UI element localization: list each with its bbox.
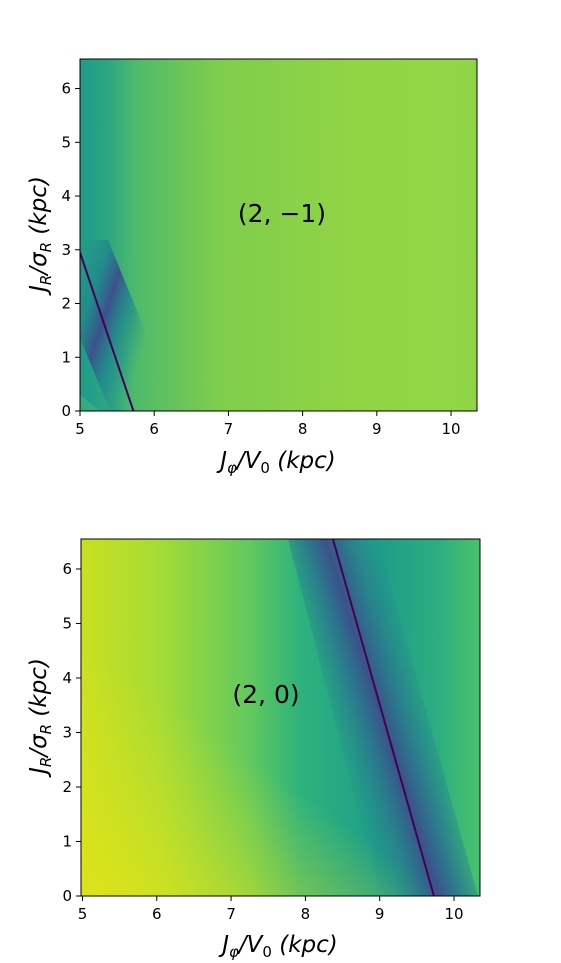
panel-1-x-ticks: 5 6 7 8 9 10 [75, 411, 461, 438]
x-tick-label: 7 [226, 905, 236, 923]
y-tick-label: 3 [62, 723, 72, 741]
x-tick-label: 10 [444, 905, 463, 923]
panel-1-resonance-line [80, 252, 135, 411]
x-tick-label: 10 [441, 420, 460, 438]
panel-2-y-axis-label: JR/σR (kpc) [26, 658, 55, 778]
x-tick-label: 7 [224, 420, 234, 438]
panel-1-heatmap [80, 59, 477, 411]
panel-1-y-ticks: 0 1 2 3 4 5 6 [61, 80, 80, 420]
y-tick-label: 2 [61, 295, 71, 313]
panel-2-heatmap [81, 539, 480, 896]
panel-1-resonance-band [80, 240, 178, 411]
y-tick-label: 6 [61, 80, 71, 98]
x-tick-label: 9 [375, 905, 385, 923]
panel-1: 5 6 7 8 9 10 0 1 2 3 4 5 6 (2, −1) Jφ/V0 (kpc) JR/σ… [26, 58, 478, 477]
y-tick-label: 4 [61, 187, 71, 205]
panel-2-annotation: (2, 0) [232, 680, 299, 709]
x-tick-label: 8 [298, 420, 308, 438]
x-tick-label: 5 [78, 905, 88, 923]
panel-1-frame [79, 58, 478, 412]
panel-2-x-axis-label: Jφ/V0 (kpc) [218, 932, 338, 961]
y-tick-label: 1 [61, 348, 71, 366]
y-tick-label: 0 [62, 887, 72, 905]
panel-2: 5 6 7 8 9 10 0 1 2 3 4 5 6 (2, 0) Jφ/V0 (kpc) JR/σR… [26, 538, 481, 961]
panel-2-x-ticks: 5 6 7 8 9 10 [78, 896, 464, 923]
y-tick-label: 4 [62, 669, 72, 687]
x-tick-label: 8 [301, 905, 311, 923]
x-tick-label: 9 [372, 420, 382, 438]
panel-2-frame [80, 538, 481, 897]
y-tick-label: 0 [61, 402, 71, 420]
x-tick-label: 6 [149, 420, 159, 438]
y-tick-label: 3 [61, 241, 71, 259]
y-tick-label: 5 [62, 614, 72, 632]
panel-2-resonance-line [331, 539, 435, 896]
panel-1-y-axis-label: JR/σR (kpc) [26, 176, 55, 296]
x-tick-label: 5 [75, 420, 85, 438]
panel-1-x-axis-label: Jφ/V0 (kpc) [216, 448, 336, 477]
y-tick-label: 5 [61, 133, 71, 151]
y-tick-label: 1 [62, 832, 72, 850]
y-tick-label: 6 [62, 560, 72, 578]
y-tick-label: 2 [62, 778, 72, 796]
panel-1-corner-shade [80, 395, 100, 411]
panel-2-y-ticks: 0 1 2 3 4 5 6 [62, 560, 81, 905]
x-tick-label: 6 [152, 905, 162, 923]
panel-1-annotation: (2, −1) [238, 199, 326, 228]
